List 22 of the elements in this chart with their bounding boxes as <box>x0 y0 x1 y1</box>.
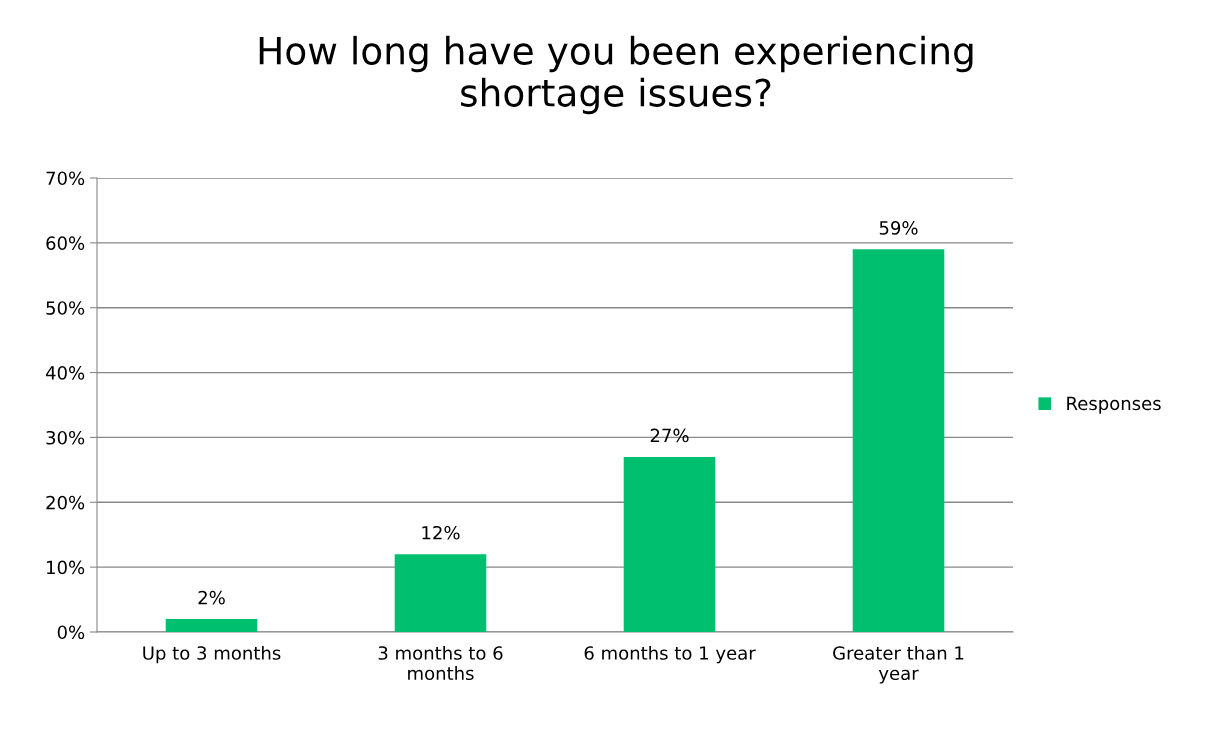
x-tick-label: 3 months to 6 months <box>378 645 503 681</box>
bar <box>165 619 258 632</box>
legend-label: Responses <box>1067 396 1161 414</box>
y-tick-label: 10% <box>47 560 85 575</box>
bar <box>394 554 487 632</box>
data-label: 59% <box>879 221 918 235</box>
x-tick-label: 6 months to 1 year <box>584 645 756 664</box>
data-label: 2% <box>198 590 225 605</box>
chart-title: How long have you been experiencing shortage issues? <box>259 35 973 115</box>
x-tick-label: Up to 3 months <box>143 645 281 664</box>
data-label: 12% <box>422 525 460 540</box>
bar <box>852 249 945 632</box>
x-tick-label: Greater than 1 year <box>833 645 964 684</box>
y-tick-label: 60% <box>46 236 85 250</box>
y-tick-label: 50% <box>46 301 85 315</box>
bar <box>623 456 716 632</box>
y-tick-label: 20% <box>46 495 85 510</box>
y-tick-label: 70% <box>46 171 85 186</box>
y-tick-label: 40% <box>45 366 85 380</box>
data-label: 27% <box>650 428 689 443</box>
y-tick-label: 30% <box>46 430 85 445</box>
y-tick-label: 0% <box>57 625 85 640</box>
